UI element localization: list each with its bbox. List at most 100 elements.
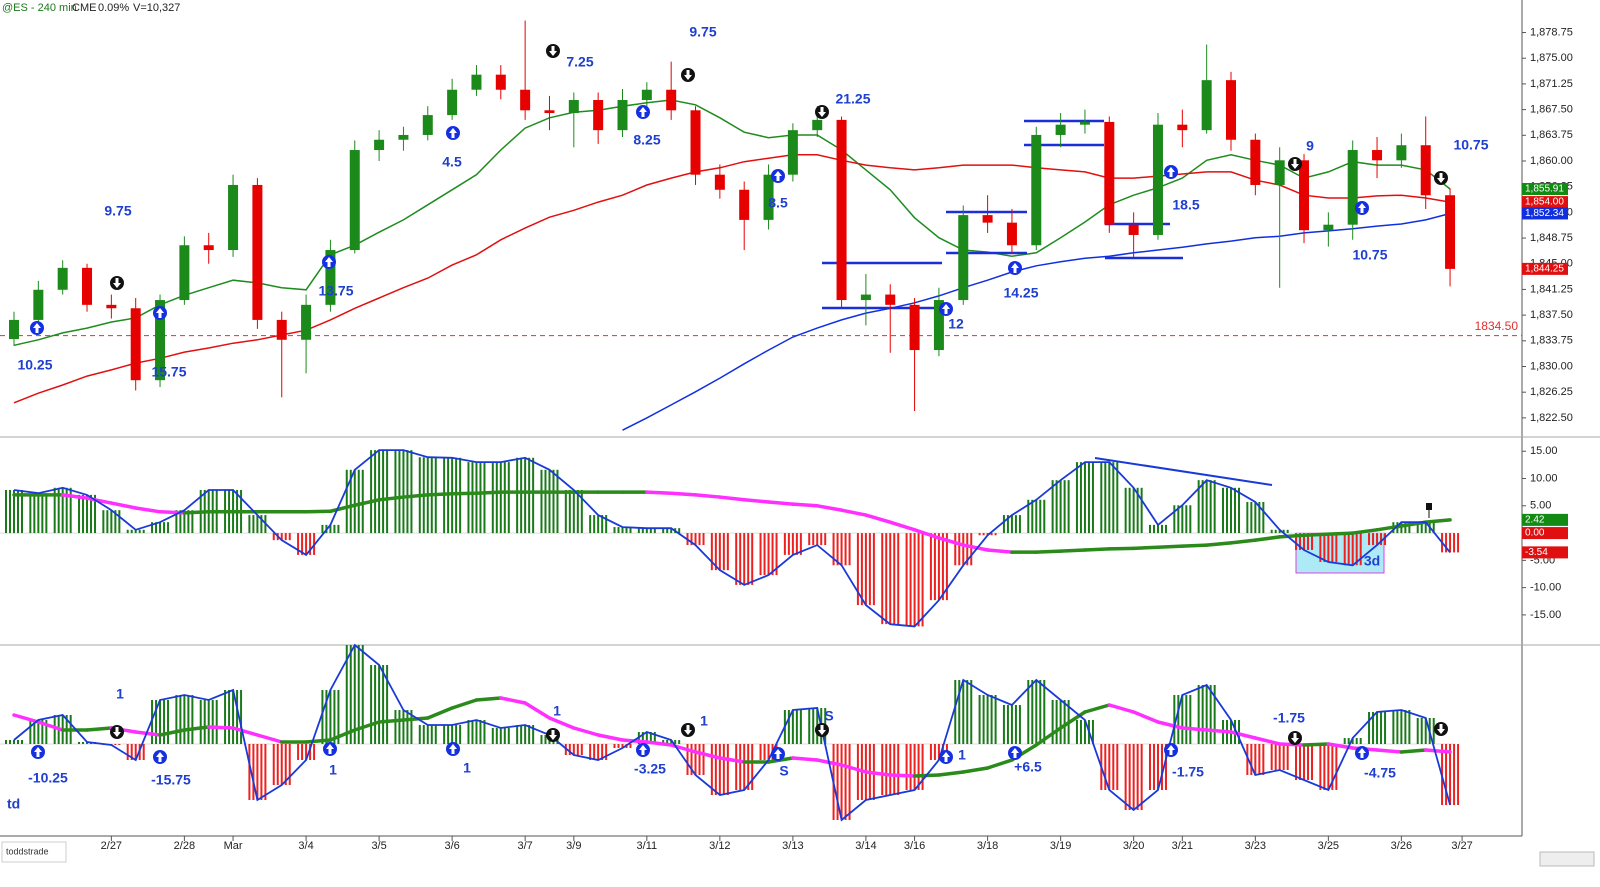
arrow-glyph [1437,724,1445,734]
candle-body [325,250,336,305]
signal-line [304,738,333,744]
signal-line [36,720,65,732]
scroll-control[interactable] [1539,851,1595,867]
candle-body [666,89,677,111]
candle-body [1152,124,1163,235]
signal-line [1156,720,1185,730]
candle-body [203,245,214,251]
candle-body [1274,160,1285,185]
candle-body [933,300,944,351]
annotation: 4.5 [442,154,462,170]
y-tick-label: 1,830.00 [1530,360,1573,372]
signal-line [1034,726,1063,747]
signal-line [1204,728,1233,734]
signal-line [1302,532,1331,538]
y-tick-label: 1,875.00 [1530,52,1573,64]
arrow-glyph [449,744,457,754]
y-tick-label: 1,833.75 [1530,335,1573,347]
arrow-glyph [549,730,557,740]
candle-body [1226,80,1236,140]
y-tick-label: -15.00 [1530,609,1561,621]
signal-line [1399,748,1428,754]
signal-line [450,491,479,496]
candle-body [33,289,44,320]
candle-body [228,184,239,251]
price-tag-label: 1,854.00 [1525,197,1564,208]
x-tick-label: 3/13 [782,840,803,852]
value-tag [1522,527,1568,540]
x-tick-label: 3/19 [1050,840,1071,852]
candle-body [57,267,68,290]
candle-body [690,110,701,175]
signal-line [158,728,187,737]
candle-body [471,74,482,90]
moving-average [622,212,1451,431]
trend-line [1094,457,1273,486]
signal-line [1423,748,1452,754]
x-tick-label: 2/28 [174,840,195,852]
candle-body [1347,150,1358,225]
annotation: 1 [463,760,471,776]
candle-body [1396,145,1407,161]
value-tag-label: -3.54 [1525,547,1548,558]
candle-body [179,245,190,301]
annotation: 14.25 [1003,285,1038,301]
signal-line [1180,543,1209,548]
signal-line [839,763,868,774]
symbol: @ES - 240 min [2,2,77,14]
volume: V=10,327 [133,2,180,14]
x-tick-label: 3/25 [1318,840,1339,852]
candle-body [130,308,141,381]
signal-line [645,740,673,747]
x-tick-label: 3/12 [709,840,730,852]
signal-line [572,726,600,737]
signal-line [1229,730,1258,740]
signal-line [937,536,966,547]
arrow-glyph [156,752,164,762]
y-tick-label: 1,867.50 [1530,104,1573,116]
arrow-glyph [1167,745,1175,755]
candle-body [1420,145,1431,196]
signal-line [791,502,819,508]
arrow-glyph [113,727,121,737]
annotation: -10.25 [28,770,68,786]
arrow-glyph [156,308,164,318]
value-tag [1522,513,1568,526]
exchange: CME [72,2,96,14]
arrow-glyph [684,725,692,735]
candle-body [398,134,409,140]
annotation: 1 [329,762,337,778]
arrow-glyph [326,744,334,754]
candle-body [155,300,166,381]
footer: toddstrade [6,846,49,856]
candle-body [252,184,263,320]
moving-average [13,154,1451,404]
signal-line [1423,518,1452,524]
stop-marker [1426,503,1432,510]
candle-body [568,100,579,114]
signal-line [1326,531,1355,536]
candle-body [447,89,458,116]
candle-body [958,215,969,301]
signal-line [1180,726,1209,732]
y-tick-label: 1,871.25 [1530,78,1573,90]
y-tick-label: 1,860.00 [1530,155,1573,167]
annotation: 1 [958,747,966,763]
x-tick-label: 3/9 [566,840,581,852]
price-tag [1522,183,1568,196]
arrow-glyph [1358,203,1366,213]
annotation: -4.75 [1364,765,1396,781]
annotation: S [824,708,833,724]
signal-line [815,504,844,512]
annotation: 10.25 [17,357,52,373]
arrow-glyph [684,70,692,80]
annotation: 3d [1364,553,1380,569]
arrow-glyph [34,747,42,757]
arrow-glyph [113,278,121,288]
signal-line [1277,742,1306,747]
signal-line [766,500,795,506]
signal-line [839,508,868,517]
x-tick-label: 3/18 [977,840,998,852]
signal-line [353,720,381,732]
annotation: 8.25 [633,132,660,148]
